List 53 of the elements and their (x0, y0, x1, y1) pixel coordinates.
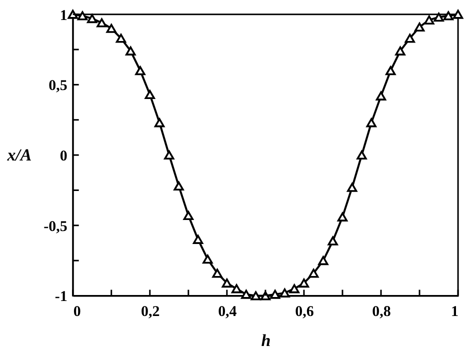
y-axis-title: x/A (6, 146, 32, 165)
y-tick-label: -0,5 (44, 218, 68, 235)
y-tick-label: -1 (54, 289, 68, 306)
point (222, 278, 232, 288)
point (144, 90, 155, 100)
x-tick-label: 1 (451, 304, 459, 320)
point (424, 15, 434, 24)
point (183, 211, 194, 220)
x-tick-label: 0 (73, 304, 81, 320)
y-tick-label: 0,5 (48, 78, 68, 94)
point (414, 22, 425, 32)
point (164, 150, 174, 160)
point (356, 150, 367, 160)
point (434, 12, 444, 22)
point (318, 256, 328, 266)
point (376, 91, 386, 100)
point (250, 291, 261, 300)
point (174, 181, 184, 191)
point (270, 290, 280, 299)
x-tick-label: 0,4 (218, 304, 238, 320)
point (386, 66, 396, 76)
point (212, 268, 222, 278)
y-tick-label: 0 (60, 148, 68, 165)
y-tick-label: 1 (60, 8, 68, 24)
x-tick-label: 0,8 (372, 304, 391, 320)
x-tick-label: 0,6 (295, 304, 314, 320)
point (347, 182, 358, 192)
point (77, 11, 88, 20)
point (135, 66, 146, 76)
point (395, 46, 406, 56)
x-axis-title: h (261, 331, 271, 350)
point (96, 18, 107, 28)
point (260, 291, 271, 300)
point (126, 46, 136, 56)
point (87, 14, 98, 24)
point (116, 34, 126, 43)
point (192, 234, 204, 244)
point (308, 268, 319, 278)
x-tick-label: 0,2 (141, 304, 160, 320)
point (289, 284, 300, 294)
point (443, 11, 454, 20)
point (337, 212, 348, 222)
point (452, 10, 464, 19)
point (366, 118, 376, 128)
point (298, 278, 310, 288)
point (280, 288, 290, 298)
point (202, 254, 213, 264)
point (154, 118, 165, 128)
point (231, 284, 242, 294)
point (404, 34, 415, 43)
point (241, 290, 252, 299)
point (328, 236, 338, 246)
point (106, 24, 116, 33)
